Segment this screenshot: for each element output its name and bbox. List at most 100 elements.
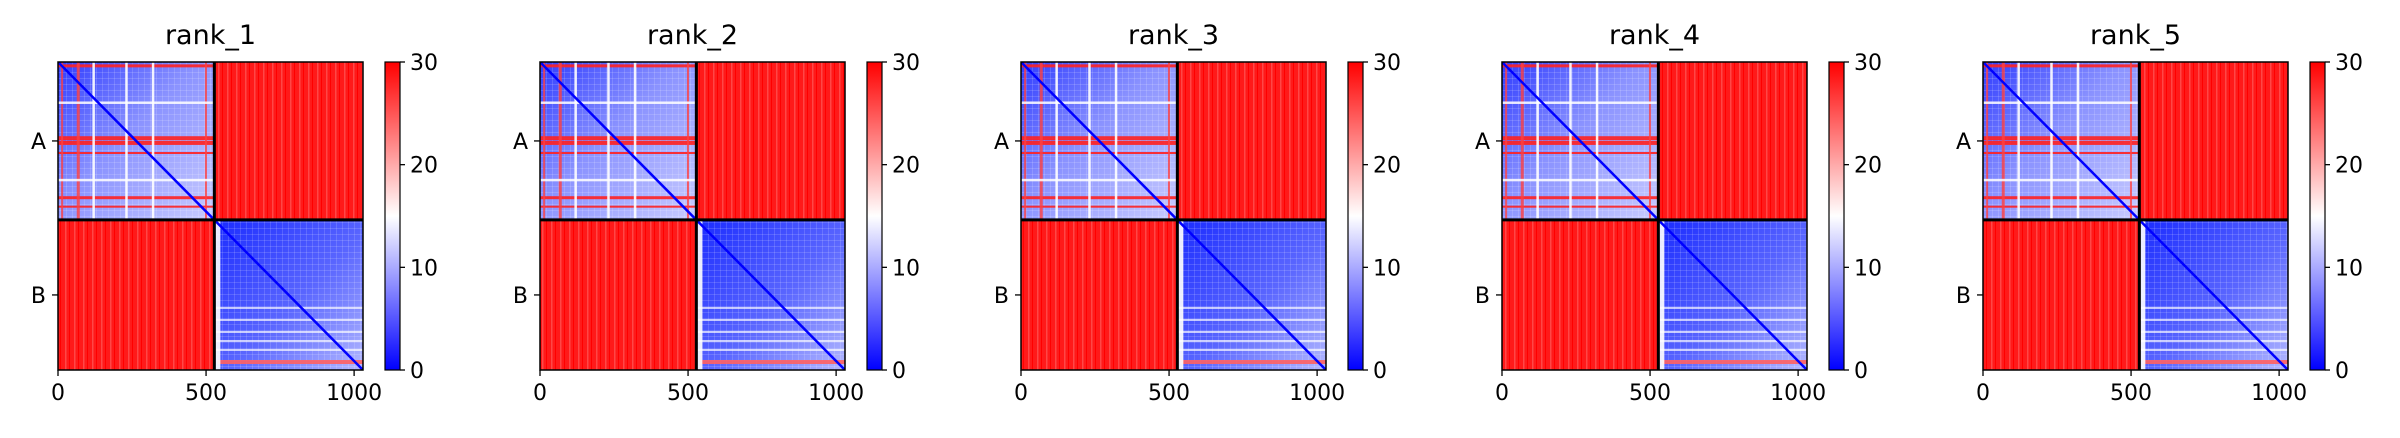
- block-a-b: [214, 62, 363, 220]
- b-b-white-stripe: [1177, 306, 1326, 309]
- x-tick-label: 0: [51, 381, 65, 406]
- a-a-white-stripe: [1569, 62, 1572, 220]
- a-a-white-stripe: [540, 101, 697, 104]
- colorbar-tick-label: 10: [1854, 256, 1882, 281]
- b-b-white-stripe: [1177, 339, 1326, 342]
- heatmap-panel: rank_1 0 500 1000 A B 0 10 20 30: [31, 20, 438, 406]
- a-a-red-stripe: [540, 136, 697, 141]
- a-a-red-stripe: [1520, 62, 1524, 220]
- colorbar: [1828, 61, 1845, 371]
- y-tick-label: A: [31, 130, 46, 155]
- a-a-white-stripe: [58, 178, 215, 182]
- diagonal-line: [1021, 62, 1326, 370]
- a-a-red-stripe: [58, 136, 215, 141]
- a-a-red-stripe: [58, 140, 215, 145]
- panel-title: rank_2: [647, 20, 738, 51]
- a-a-red-stripe: [1024, 62, 1027, 220]
- a-a-white-stripe: [1595, 62, 1599, 220]
- b-b-white-stripe: [696, 330, 845, 333]
- colorbar-tick-label: 0: [892, 359, 906, 384]
- y-tick-label: A: [1475, 130, 1490, 155]
- b-b-white-stripe: [2139, 348, 2288, 351]
- b-b-white-stripe: [696, 339, 845, 342]
- b-b-white-stripe: [214, 306, 363, 309]
- y-tick-label: B: [1475, 284, 1490, 309]
- a-a-white-stripe: [1502, 178, 1659, 182]
- a-a-white-stripe: [2050, 62, 2053, 220]
- x-tick-label: 0: [1976, 381, 1990, 406]
- b-b-white-stripe: [2139, 318, 2288, 321]
- a-a-white-stripe: [1021, 178, 1178, 182]
- panel-title: rank_4: [1609, 20, 1700, 51]
- a-a-red-stripe: [1983, 151, 2140, 154]
- colorbar-tick-label: 30: [1854, 51, 1882, 76]
- diagonal-line: [540, 62, 845, 370]
- b-b-white-edge: [696, 219, 703, 370]
- y-tick-label: B: [31, 284, 46, 309]
- b-b-white-stripe: [214, 318, 363, 321]
- b-b-white-stripe: [214, 348, 363, 351]
- colorbar-tick-label: 20: [1854, 154, 1882, 179]
- x-tick-label: 1000: [1770, 381, 1826, 406]
- a-a-red-stripe: [1502, 140, 1659, 145]
- b-b-white-stripe: [696, 348, 845, 351]
- colorbar-tick-label: 0: [1373, 359, 1387, 384]
- b-b-white-stripe: [696, 318, 845, 321]
- a-a-red-stripe: [204, 62, 207, 220]
- a-a-red-stripe: [1039, 62, 1043, 220]
- a-a-white-stripe: [1055, 62, 1058, 220]
- a-a-white-stripe: [1088, 62, 1091, 220]
- heatmap-frame: [1982, 61, 2289, 371]
- heatmap-panel: rank_5 0 500 1000 A B 0 10 20 30: [1956, 20, 2363, 406]
- panel-title: rank_5: [2090, 20, 2181, 51]
- b-b-red-stripe: [1661, 360, 1807, 364]
- colorbar-tick-label: 20: [2335, 154, 2363, 179]
- a-a-white-stripe: [633, 62, 637, 220]
- block-b-a: [540, 219, 697, 370]
- colorbar-tick-label: 30: [1373, 51, 1401, 76]
- colorbar: [866, 61, 883, 371]
- block-a-b: [2139, 62, 2288, 220]
- colorbar-tick-label: 30: [2335, 51, 2363, 76]
- a-a-red-stripe: [1505, 62, 1508, 220]
- x-tick-label: 0: [1495, 381, 1509, 406]
- b-b-white-stripe: [2139, 330, 2288, 333]
- heatmap-image: [540, 62, 845, 370]
- a-a-red-stripe: [1021, 136, 1178, 141]
- a-a-red-stripe: [58, 205, 215, 208]
- a-a-white-stripe: [2076, 62, 2080, 220]
- heatmap-frame: [1501, 61, 1808, 371]
- colorbar-tick-label: 30: [892, 51, 920, 76]
- heatmap-image: [1983, 62, 2288, 370]
- y-tick-label: A: [1956, 130, 1971, 155]
- b-b-white-edge: [1177, 219, 1184, 370]
- a-a-red-stripe: [58, 196, 215, 200]
- a-a-red-stripe: [543, 62, 546, 220]
- colorbar-tick-label: 0: [1854, 359, 1868, 384]
- a-a-white-stripe: [540, 178, 697, 182]
- a-a-red-stripe: [58, 151, 215, 154]
- a-a-red-stripe: [2129, 62, 2132, 220]
- colorbar-tick-label: 10: [1373, 256, 1401, 281]
- a-a-white-stripe: [58, 101, 215, 104]
- a-a-red-stripe: [1167, 62, 1170, 220]
- a-a-white-stripe: [574, 62, 577, 220]
- block-b-a: [1021, 219, 1178, 370]
- b-b-white-stripe: [214, 339, 363, 342]
- heatmap-image: [1502, 62, 1807, 370]
- block-a-b: [696, 62, 845, 220]
- block-a-b: [1658, 62, 1807, 220]
- a-a-white-stripe: [1502, 101, 1659, 104]
- b-b-white-stripe: [1177, 348, 1326, 351]
- colorbar: [2309, 61, 2326, 371]
- a-a-red-stripe: [1021, 140, 1178, 145]
- a-a-red-stripe: [1983, 64, 2140, 68]
- a-a-red-stripe: [1502, 205, 1659, 208]
- a-a-red-stripe: [61, 62, 64, 220]
- colorbar-tick-label: 20: [410, 154, 438, 179]
- panel-title: rank_1: [165, 20, 256, 51]
- block-a-b: [1177, 62, 1326, 220]
- block-b-a: [1502, 219, 1659, 370]
- heatmap-panel: rank_3 0 500 1000 A B 0 10 20 30: [994, 20, 1401, 406]
